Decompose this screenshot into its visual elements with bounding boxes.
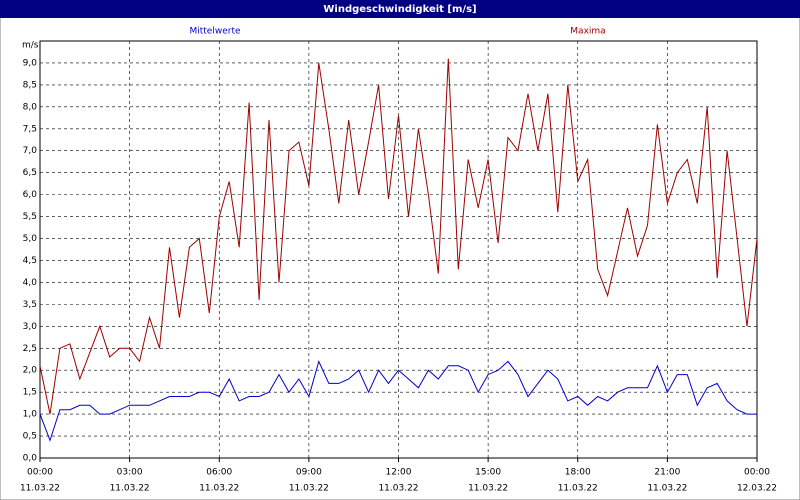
x-tick-label: 03:00	[117, 468, 143, 478]
x-tick-date: 11.03.22	[110, 484, 150, 494]
x-tick-label: 00:00	[744, 468, 770, 478]
x-tick-date: 11.03.22	[468, 484, 508, 494]
legend-entry: Maxima	[570, 27, 605, 37]
y-tick-label: 1,5	[23, 388, 37, 398]
y-tick-label: 0,5	[23, 432, 37, 442]
y-tick-label: 1,0	[23, 410, 38, 420]
title-bar	[0, 0, 800, 18]
y-tick-label: 2,0	[23, 366, 38, 376]
x-tick-date: 12.03.22	[737, 484, 777, 494]
y-tick-label: 3,0	[23, 322, 38, 332]
y-tick-label: 5,0	[23, 234, 38, 244]
data-line	[39, 58, 758, 415]
x-tick-date: 11.03.22	[558, 484, 598, 494]
y-tick-label: 7,0	[23, 146, 38, 156]
y-tick-label: 2,5	[23, 344, 37, 354]
y-tick-label: 8,0	[23, 102, 38, 112]
data-line	[39, 359, 757, 442]
y-tick-label: 4,0	[23, 278, 38, 288]
x-tick-date: 11.03.22	[199, 484, 239, 494]
x-tick-label: 12:00	[386, 468, 412, 478]
chart-title: Windgeschwindigkeit [m/s]	[323, 4, 476, 15]
y-tick-label: 9,0	[23, 58, 38, 68]
x-tick-label: 21:00	[654, 468, 680, 478]
x-tick-label: 09:00	[296, 468, 322, 478]
x-tick-label: 06:00	[206, 468, 232, 478]
y-tick-label: 0,0	[23, 454, 38, 464]
legend-entry: Mittelwerte	[189, 27, 240, 37]
y-tick-label: 5,5	[23, 212, 37, 222]
x-tick-date: 11.03.22	[378, 484, 418, 494]
x-tick-date: 11.03.22	[20, 484, 60, 494]
x-tick-date: 11.03.22	[289, 484, 329, 494]
x-tick-date: 11.03.22	[647, 484, 687, 494]
x-tick-label: 18:00	[565, 468, 591, 478]
plot-area	[39, 40, 758, 459]
y-axis-label: m/s	[22, 41, 39, 51]
y-tick-label: 6,0	[23, 190, 38, 200]
y-tick-label: 3,5	[23, 300, 37, 310]
y-tick-label: 6,5	[23, 168, 37, 178]
y-tick-label: 4,5	[23, 256, 37, 266]
x-tick-label: 15:00	[475, 468, 501, 478]
x-tick-label: 00:00	[27, 468, 53, 478]
y-tick-label: 8,5	[23, 80, 37, 90]
y-tick-label: 7,5	[23, 124, 37, 134]
